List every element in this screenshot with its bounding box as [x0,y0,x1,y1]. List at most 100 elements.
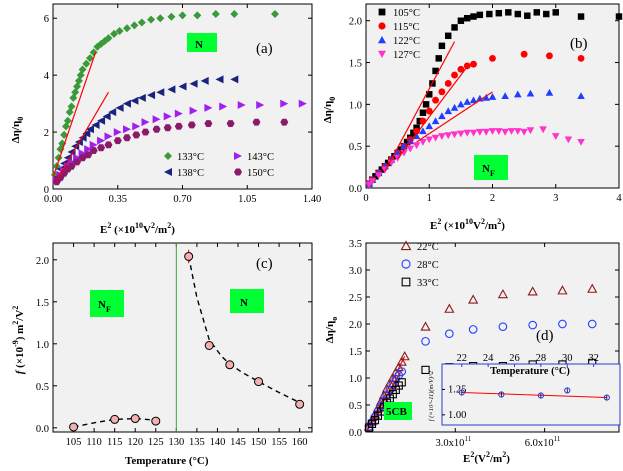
panel-a-point-133c [78,65,87,74]
panel-b-point-115c [438,88,446,96]
panel-a-point-138c [130,96,139,105]
panel-a-point-150c [89,147,98,154]
panel-a-point-143c [104,132,113,141]
panel-a-legend-label: 150°C [247,168,274,179]
panel-b-point-127c [387,159,396,167]
panel-b-point-127c [551,133,560,140]
panel-b-point-105c [432,67,439,75]
panel-a-point-143c [141,118,150,127]
panel-d-inset-ylabel: f (×10^-11)(m/V)^2 [428,370,435,421]
panel-d-legend-label: 33°C [417,278,439,289]
panel-a-point-133c [271,9,279,18]
panel-b-point-115c [577,54,585,62]
panel-a-point-138c [97,116,106,125]
panel-b-point-105c [470,13,477,20]
panel-a-point-150c [123,134,131,142]
panel-a-point-138c [86,125,94,134]
panel-c-xtick-label: 110 [86,437,101,448]
panel-b-point-115c [432,96,439,104]
panel-b-point-127c [425,136,434,144]
panel-b-point-122c [577,92,585,100]
panel-b-ytick-label: 0.0 [349,184,362,195]
panel-c-ytick-label: 0.5 [36,382,49,393]
panel-b-legend-label: 105°C [393,8,420,19]
panel-a-point-143c [298,99,307,108]
panel-c: 105 110 115 120 125 130 135 140 145 150 155 160 0.0 0… [36,242,313,448]
panel-b-point-122c [419,127,427,135]
panel-d-letter: (d) [536,328,554,344]
panel-b-point-115c [413,127,421,135]
panel-b-phase-box [474,155,508,180]
panel-d-ytick-label: 0.5 [349,401,362,412]
panel-a-point-133c [67,102,76,111]
panel-d-point-22c [587,283,598,293]
panel-b-point-115c [444,80,452,87]
panel-b-xtick-label: 1 [427,193,432,204]
panel-d-ylabel: Δη/ηo [324,317,339,343]
panel-b-ytick-label: 0.5 [349,142,362,153]
panel-b-fit-line [384,41,456,172]
panel-b-legend-label: 115°C [393,22,420,33]
panel-c-xtick-label: 155 [271,437,287,448]
panel-b-point-105c [384,159,392,167]
panel-b-point-115c [520,50,528,58]
panel-b-point-122c [406,137,415,145]
panel-d-point-22c [557,285,568,295]
panel-c-point [254,377,264,387]
panel-a-point-138c [123,99,131,108]
panel-a-point-133c [193,11,202,20]
panel-d-point-22c [497,288,509,299]
panel-a-point-138c [82,129,91,138]
panel-c-ylabel: f (×10-9) m2/V2 [11,306,26,375]
panel-d-inset-ytick-label: 1.00 [448,410,466,421]
panel-a-legend-marker [234,168,242,176]
panel-a-point-133c [147,15,156,24]
panel-a-ytick-label: 6 [44,14,49,25]
panel-b-point-105c [495,9,503,17]
panel-b-point-127c [564,136,573,144]
panel-a-point-133c [123,24,131,33]
panel-c-point [295,399,305,409]
panel-b-legend-label: 127°C [393,50,420,61]
panel-a-point-133c [82,59,91,68]
panel-a-point-138c [137,93,146,102]
panel-b-point-105c [451,24,458,31]
panel-d-point-33c [397,378,406,387]
panel-b-point-122c [501,92,509,100]
panel-a-point-143c [174,109,183,118]
panel-b-point-122c [476,94,484,102]
panel-d-point-33c [391,385,400,394]
panel-c-point [69,422,79,432]
panel-d-inset-point [537,392,544,399]
panel-a-point-143c [204,103,213,112]
panel-b-point-105c [438,42,446,50]
panel-a-letter: (a) [256,41,273,57]
panel-b-point-105c [505,9,512,16]
panel-b-point-105c [419,109,427,116]
panel-b-point-122c [526,89,535,97]
panel-d-legend-marker [400,240,412,251]
panel-a-point-138c [108,108,117,117]
panel-b-legend-marker [378,36,386,44]
panel-c-xtick-label: 145 [230,437,246,448]
panel-b-point-105c [533,9,541,16]
panel-d-point-28c [498,322,508,332]
panel-a-point-133c [110,29,119,38]
panel-d-point-22c [444,303,455,313]
panel-d-point-28c [587,319,597,329]
panel-a-point-150c [78,154,87,162]
panel-a-point-138c [230,75,239,84]
panel-d-point-22c [393,361,404,372]
panel-a-point-150c [280,118,289,126]
panel-a-legend-marker [164,168,172,176]
panel-b-point-105c [476,11,484,19]
panel-a-point-143c [280,99,289,108]
panel-c-xtick-label: 140 [210,437,226,448]
panel-b-point-127c [520,128,528,136]
panel-c-point [110,414,120,424]
panel-a-xtick-label: 1.40 [303,194,321,205]
panel-a-point-143c [152,115,161,124]
panel-b-point-127c [438,133,446,140]
panel-c-ytick-label: 2.0 [36,256,49,267]
panel-b-point-122c [450,103,459,111]
